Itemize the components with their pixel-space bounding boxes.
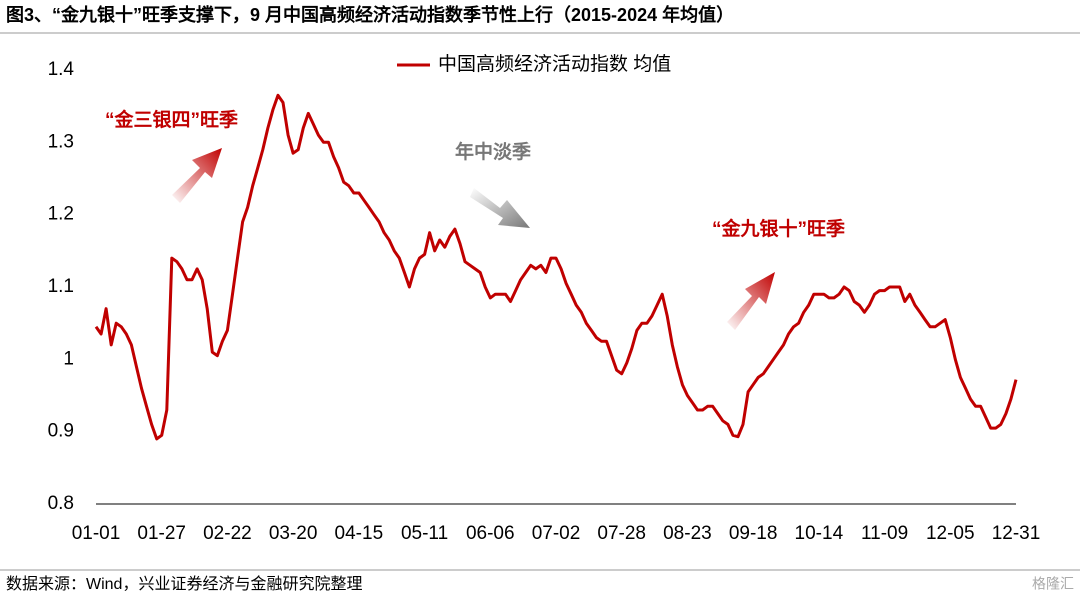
x-tick-label: 05-11 xyxy=(401,523,448,544)
y-tick-label: 1.4 xyxy=(48,59,75,80)
y-tick-label: 0.8 xyxy=(48,493,74,514)
annotation: “金三银四”旺季 xyxy=(105,108,238,131)
arrow xyxy=(172,148,222,203)
y-tick-label: 0.9 xyxy=(48,421,74,442)
y-tick-label: 1 xyxy=(63,348,74,369)
x-tick-label: 03-20 xyxy=(269,523,318,544)
x-tick-label: 07-02 xyxy=(532,523,581,544)
x-tick-label: 01-27 xyxy=(137,523,186,544)
x-tick-label: 08-23 xyxy=(663,523,712,544)
series-line xyxy=(94,93,1018,441)
arrow xyxy=(470,188,530,228)
arrow xyxy=(727,272,775,330)
x-tick-label: 02-22 xyxy=(203,523,252,544)
x-tick-label: 07-28 xyxy=(597,523,646,544)
x-tick-label: 04-15 xyxy=(335,523,384,544)
y-tick-label: 1.1 xyxy=(48,276,74,297)
annotation: “金九银十”旺季 xyxy=(712,217,845,240)
annotation: 年中淡季 xyxy=(455,140,531,163)
x-tick-label: 10-14 xyxy=(795,523,844,544)
x-tick-label: 12-31 xyxy=(992,523,1041,544)
x-tick-label: 09-18 xyxy=(729,523,778,544)
watermark: 格隆汇 xyxy=(1032,576,1074,592)
x-tick-label: 12-05 xyxy=(926,523,975,544)
chart-title: 图3、“金九银十”旺季支撑下，9 月中国高频经济活动指数季节性上行（2015-2… xyxy=(6,4,734,25)
x-tick-label: 01-01 xyxy=(72,523,121,544)
source: 数据来源：Wind，兴业证券经济与金融研究院整理 xyxy=(6,575,362,593)
legend-label: 中国高频经济活动指数 均值 xyxy=(438,53,671,75)
x-tick-label: 11-09 xyxy=(861,523,908,544)
y-tick-label: 1.3 xyxy=(48,131,74,152)
y-tick-label: 1.2 xyxy=(48,204,74,225)
x-tick-label: 06-06 xyxy=(466,523,515,544)
